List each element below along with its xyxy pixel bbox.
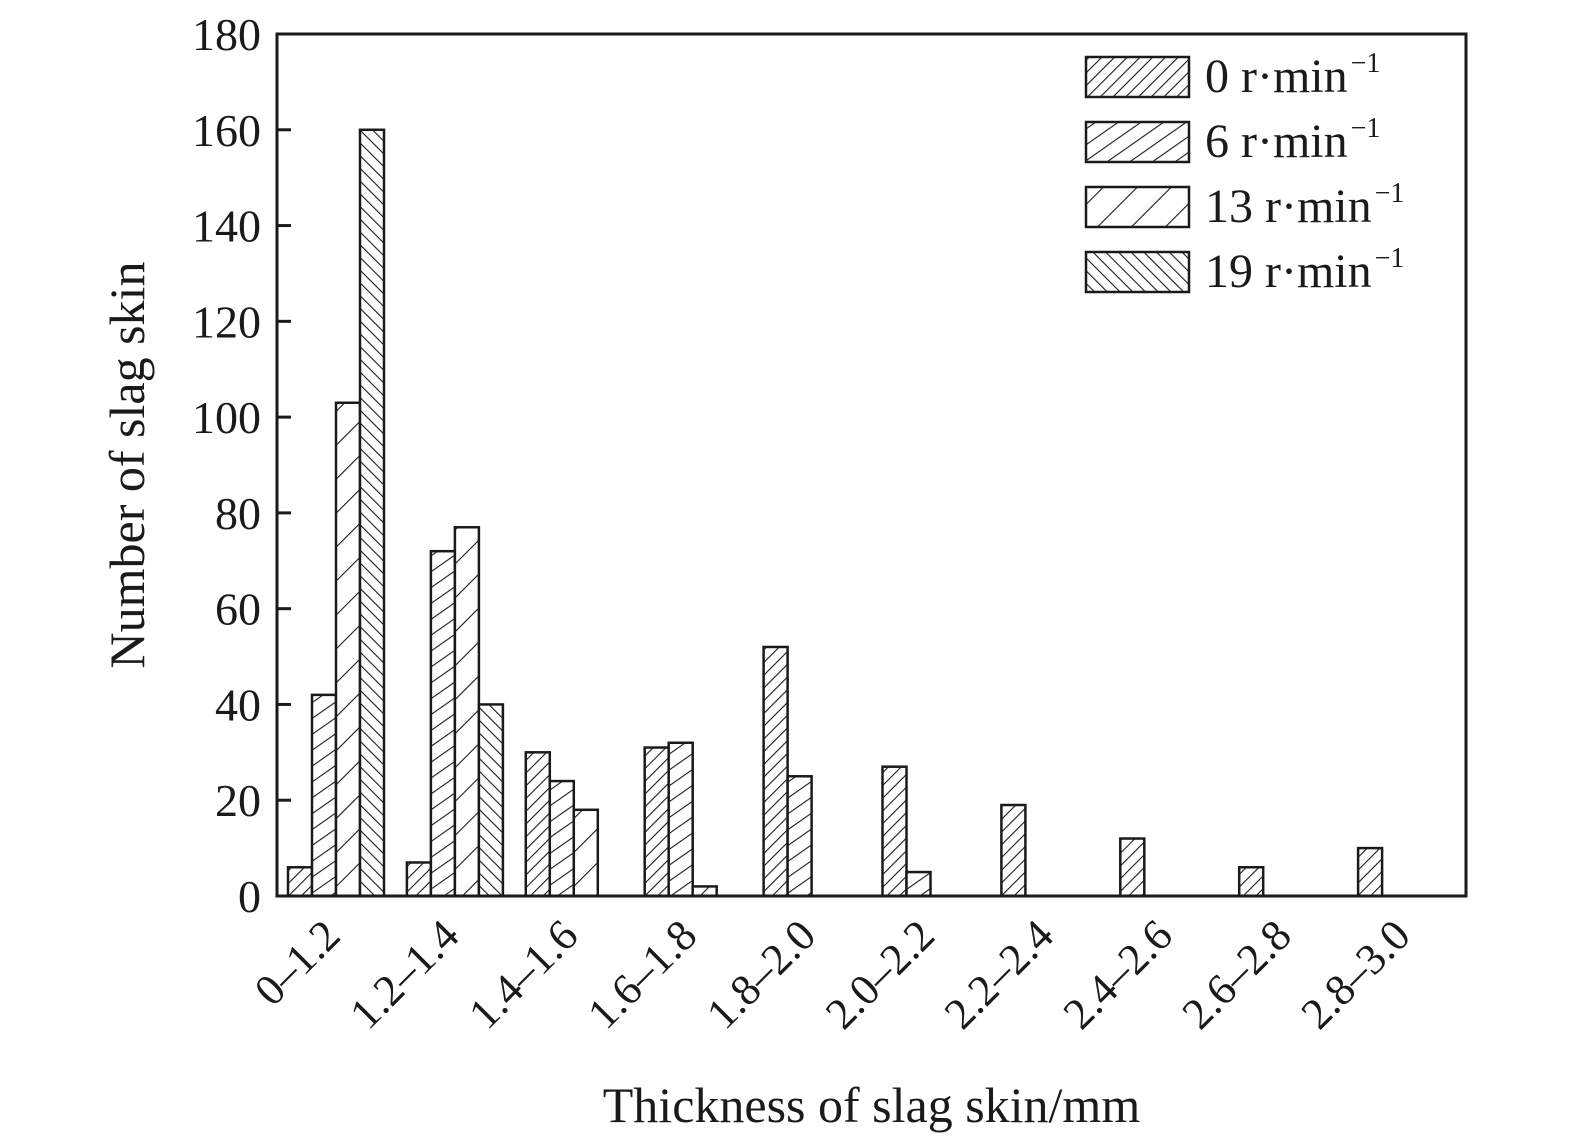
bar-series-2-cat-1	[453, 526, 481, 898]
legend-label-0: 0 r·min −1	[1205, 48, 1380, 103]
bar-series-1-cat-3	[667, 741, 694, 898]
bar-series-1-cat-5	[905, 870, 932, 898]
y-tick-label: 120	[192, 296, 261, 347]
bar-series-0-cat-2	[524, 751, 552, 898]
y-tick-label: 160	[192, 105, 261, 156]
y-tick-label: 20	[215, 775, 261, 826]
legend-swatch-3	[1084, 250, 1191, 294]
legend-label-superscript: −1	[1351, 113, 1381, 144]
y-tick-label: 80	[215, 488, 261, 539]
legend-label-text: 0 r·min	[1205, 50, 1348, 103]
x-tick-label: 1.4–1.6	[459, 910, 587, 1038]
legend-label-3: 19 r·min −1	[1205, 243, 1404, 298]
bar-series-0-cat-6	[1000, 803, 1027, 898]
x-tick-label: 2.0–2.2	[816, 910, 944, 1038]
bar-series-0-cat-5	[881, 765, 908, 898]
legend-label-superscript: −1	[1375, 243, 1405, 274]
x-tick-label: 2.4–2.6	[1054, 910, 1182, 1038]
legend-swatch-1	[1084, 120, 1191, 164]
legend-swatch-2	[1084, 185, 1191, 229]
bar-series-0-cat-1	[405, 861, 433, 898]
bar-series-3-cat-1	[477, 703, 505, 898]
legend-label-superscript: −1	[1351, 48, 1381, 79]
y-tick-label: 0	[238, 871, 261, 922]
bar-series-0-cat-0	[286, 866, 314, 898]
x-tick-label: 1.2–1.4	[340, 910, 468, 1038]
x-tick-label: 2.6–2.8	[1173, 910, 1301, 1038]
x-tick-label: 1.6–1.8	[578, 910, 706, 1038]
y-tick-label: 140	[192, 201, 261, 252]
y-tick-label: 40	[215, 679, 261, 730]
bar-series-2-cat-0	[334, 401, 362, 898]
legend-label-text: 6 r·min	[1205, 115, 1348, 168]
y-axis-title: Number of slag skin	[99, 262, 155, 669]
y-axis-ticks: 0 20 40 60 80 100 120 140 160 180	[192, 9, 291, 922]
bar-series-0-cat-4	[762, 645, 789, 898]
legend-label-superscript: −1	[1375, 178, 1405, 209]
legend-label-text: 13 r·min	[1205, 180, 1372, 233]
x-tick-label: 2.2–2.4	[935, 910, 1063, 1038]
x-tick-label: 1.8–2.0	[697, 910, 825, 1038]
x-tick-label: 2.8–3.0	[1292, 910, 1420, 1038]
y-tick-label: 180	[192, 9, 261, 60]
bars-group	[286, 128, 1384, 898]
bar-series-0-cat-8	[1237, 866, 1265, 898]
x-tick-label: 0–1.2	[245, 910, 350, 1015]
bar-series-1-cat-4	[786, 775, 813, 898]
legend: 0 r·min −16 r·min −113 r·min −119 r·min −1	[1084, 48, 1404, 298]
bar-series-2-cat-2	[572, 808, 600, 898]
bar-series-1-cat-2	[548, 779, 576, 898]
bar-series-1-cat-0	[310, 693, 338, 898]
legend-label-2: 13 r·min −1	[1205, 178, 1404, 233]
bar-series-0-cat-3	[643, 746, 670, 898]
legend-label-1: 6 r·min −1	[1205, 113, 1380, 168]
bar-series-3-cat-0	[358, 128, 386, 898]
x-axis-title: Thickness of slag skin/mm	[603, 1077, 1141, 1133]
legend-label-text: 19 r·min	[1205, 245, 1372, 298]
x-axis-ticks: 0–1.21.2–1.41.4–1.61.6–1.81.8–2.02.0–2.2…	[245, 910, 1420, 1038]
y-tick-label: 100	[192, 392, 261, 443]
plot-area-frame	[275, 32, 1468, 898]
bar-series-0-cat-7	[1119, 837, 1146, 898]
bar-series-0-cat-9	[1356, 846, 1384, 898]
legend-swatch-0	[1084, 55, 1191, 99]
y-tick-label: 60	[215, 584, 261, 635]
bar-series-1-cat-1	[429, 549, 457, 898]
